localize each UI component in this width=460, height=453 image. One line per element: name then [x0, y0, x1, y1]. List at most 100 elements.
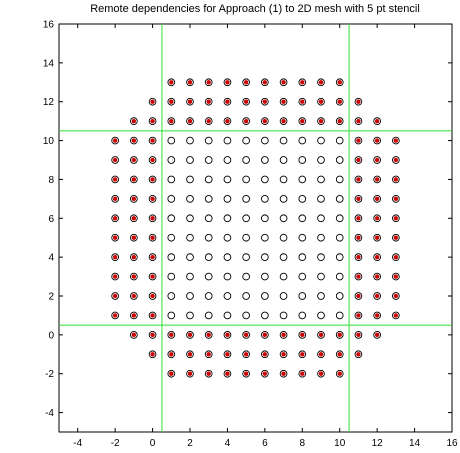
data-point-remote	[373, 214, 381, 223]
data-point-remote	[317, 331, 325, 339]
data-point-local	[298, 253, 307, 261]
data-point-remote	[167, 117, 176, 125]
data-point-remote	[279, 350, 288, 359]
data-point-local	[335, 292, 344, 300]
data-point-remote	[298, 350, 307, 359]
data-point-remote	[261, 369, 269, 378]
data-point-local	[298, 233, 307, 242]
data-point-local	[335, 156, 344, 164]
data-point-remote	[373, 175, 381, 184]
data-point-remote	[186, 369, 194, 378]
x-tick-label: 14	[409, 438, 421, 449]
x-tick-label: 0	[150, 438, 156, 449]
data-point-remote	[130, 311, 138, 320]
data-point-remote	[373, 253, 381, 261]
data-point-remote	[186, 78, 194, 87]
data-point-local	[223, 195, 232, 203]
data-point-local	[186, 214, 194, 223]
data-point-local	[242, 253, 250, 261]
data-point-remote	[186, 331, 194, 339]
data-point-local	[167, 272, 176, 281]
data-point-remote	[242, 369, 250, 378]
data-point-remote	[298, 97, 307, 106]
data-point-remote	[148, 233, 157, 242]
data-point-remote	[148, 136, 157, 145]
data-point-remote	[186, 117, 194, 125]
data-point-remote	[130, 331, 138, 339]
data-point-local	[298, 292, 307, 300]
x-tick-label: 2	[187, 438, 193, 449]
partition-lines	[59, 24, 452, 432]
data-point-remote	[130, 253, 138, 261]
data-point-remote	[298, 369, 307, 378]
data-point-remote	[373, 136, 381, 145]
data-point-remote	[130, 214, 138, 223]
data-point-remote	[223, 97, 232, 106]
data-point-remote	[130, 175, 138, 184]
data-point-local	[298, 214, 307, 223]
y-tick-label: 12	[43, 97, 55, 108]
data-point-remote	[392, 233, 400, 242]
y-tick-label: 0	[48, 330, 54, 341]
data-point-remote	[148, 97, 157, 106]
data-point-local	[261, 175, 269, 184]
data-point-local	[204, 272, 213, 281]
data-point-local	[223, 175, 232, 184]
data-point-remote	[242, 350, 250, 359]
data-point-remote	[354, 272, 363, 281]
data-point-local	[261, 233, 269, 242]
data-point-remote	[354, 156, 363, 164]
data-point-remote	[148, 175, 157, 184]
data-point-remote	[298, 78, 307, 87]
data-point-remote	[261, 350, 269, 359]
data-point-local	[186, 195, 194, 203]
ticks-layer: -4 -2 0 2 4 6 8 10 12 14 16 -4 -2 0 2 4 6 8 10 12 14 16	[43, 20, 458, 450]
x-tick-label: 16	[446, 438, 458, 449]
data-point-local	[167, 233, 176, 242]
data-point-remote	[223, 331, 232, 339]
data-point-remote	[279, 97, 288, 106]
data-point-local	[204, 175, 213, 184]
data-point-local	[204, 156, 213, 164]
data-point-remote	[111, 136, 119, 145]
data-point-local	[261, 253, 269, 261]
data-point-remote	[223, 117, 232, 125]
data-point-local	[335, 253, 344, 261]
data-point-remote	[111, 156, 119, 164]
data-point-local	[261, 136, 269, 145]
data-point-local	[167, 292, 176, 300]
x-tick-label: 10	[334, 438, 346, 449]
data-point-remote	[354, 136, 363, 145]
data-point-local	[204, 311, 213, 320]
data-point-local	[335, 175, 344, 184]
data-point-remote	[354, 233, 363, 242]
data-point-local	[242, 272, 250, 281]
data-point-remote	[354, 253, 363, 261]
data-point-remote	[373, 195, 381, 203]
data-point-remote	[279, 117, 288, 125]
data-point-local	[204, 292, 213, 300]
data-point-local	[298, 175, 307, 184]
data-point-remote	[204, 331, 213, 339]
data-point-remote	[279, 369, 288, 378]
data-point-local	[317, 156, 325, 164]
data-point-remote	[130, 136, 138, 145]
data-point-local	[167, 136, 176, 145]
data-point-remote	[148, 292, 157, 300]
data-point-remote	[317, 117, 325, 125]
data-point-local	[279, 214, 288, 223]
data-point-local	[279, 272, 288, 281]
data-point-local	[317, 272, 325, 281]
data-point-remote	[242, 117, 250, 125]
data-point-local	[317, 253, 325, 261]
data-point-local	[279, 136, 288, 145]
x-tick-label: -2	[111, 438, 120, 449]
y-tick-label: 10	[43, 136, 55, 147]
data-point-local	[298, 136, 307, 145]
data-point-local	[242, 175, 250, 184]
data-point-remote	[148, 156, 157, 164]
data-point-remote	[373, 292, 381, 300]
data-point-local	[186, 175, 194, 184]
data-point-remote	[317, 350, 325, 359]
data-point-remote	[111, 233, 119, 242]
